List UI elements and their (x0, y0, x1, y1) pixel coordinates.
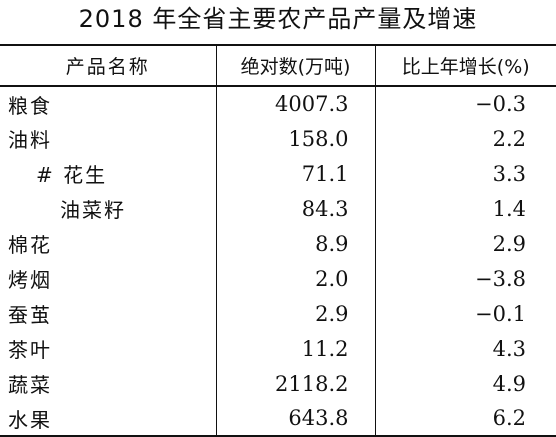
table-row: 蔬菜 2118.2 4.9 (0, 366, 556, 401)
product-name-cell: 茶叶 (8, 338, 52, 362)
absolute-value-cell: 11.2 (215, 331, 376, 366)
header-product-name: 产品名称 (0, 44, 216, 87)
growth-rate-cell: 1.4 (492, 196, 526, 221)
table-row: 茶叶 11.2 4.3 (0, 331, 556, 366)
growth-rate-cell: −0.1 (475, 301, 526, 326)
absolute-value-cell: 84.3 (215, 191, 376, 226)
growth-rate-cell: 2.9 (492, 231, 526, 256)
table-row: 粮食 4007.3 −0.3 (0, 86, 556, 121)
growth-rate-cell: −3.8 (475, 266, 526, 291)
table-title: 2018 年全省主要农产品产量及增速 (78, 5, 478, 33)
table-row: 油菜籽 84.3 1.4 (0, 191, 556, 226)
table-row: 烤烟 2.0 −3.8 (0, 261, 556, 296)
absolute-value-cell: 643.8 (215, 401, 376, 437)
growth-rate-cell: 4.3 (492, 336, 526, 361)
product-name-cell: # 花生 (36, 163, 108, 187)
absolute-value-cell: 2118.2 (215, 366, 376, 401)
product-name-cell: 水果 (0, 401, 216, 437)
growth-rate-cell: −0.3 (475, 92, 526, 116)
absolute-value-cell: 71.1 (215, 156, 376, 191)
table-row: 油料 158.0 2.2 (0, 121, 556, 156)
growth-rate-cell: 2.2 (492, 126, 526, 151)
product-name-cell: 粮食 (8, 93, 52, 118)
absolute-value-cell: 2.9 (215, 296, 376, 331)
product-name-cell: 蚕茧 (8, 303, 52, 327)
header-absolute: 绝对数(万吨) (215, 44, 376, 87)
table-row: 棉花 8.9 2.9 (0, 226, 556, 261)
product-name-cell: 蔬菜 (8, 373, 52, 397)
table-row: 水果 643.8 6.2 (0, 401, 556, 437)
production-table: 产品名称 绝对数(万吨) 比上年增长(%) 粮食 4007.3 −0.3 油料 158.… (0, 44, 556, 437)
growth-rate-cell: 6.2 (375, 401, 556, 437)
header-row: 产品名称 绝对数(万吨) 比上年增长(%) (0, 44, 556, 87)
growth-rate-cell: 3.3 (492, 161, 526, 186)
header-growth: 比上年增长(%) (375, 44, 556, 87)
growth-rate-cell: 4.9 (492, 371, 526, 396)
absolute-value-cell: 4007.3 (215, 86, 376, 121)
table-row: 蚕茧 2.9 −0.1 (0, 296, 556, 331)
table-row: # 花生 71.1 3.3 (0, 156, 556, 191)
absolute-value-cell: 2.0 (215, 261, 376, 296)
product-name-cell: 油料 (8, 128, 52, 152)
product-name-cell: 油菜籽 (60, 198, 126, 222)
product-name-cell: 棉花 (8, 233, 52, 257)
absolute-value-cell: 8.9 (215, 226, 376, 261)
absolute-value-cell: 158.0 (215, 121, 376, 156)
product-name-cell: 烤烟 (8, 268, 52, 292)
